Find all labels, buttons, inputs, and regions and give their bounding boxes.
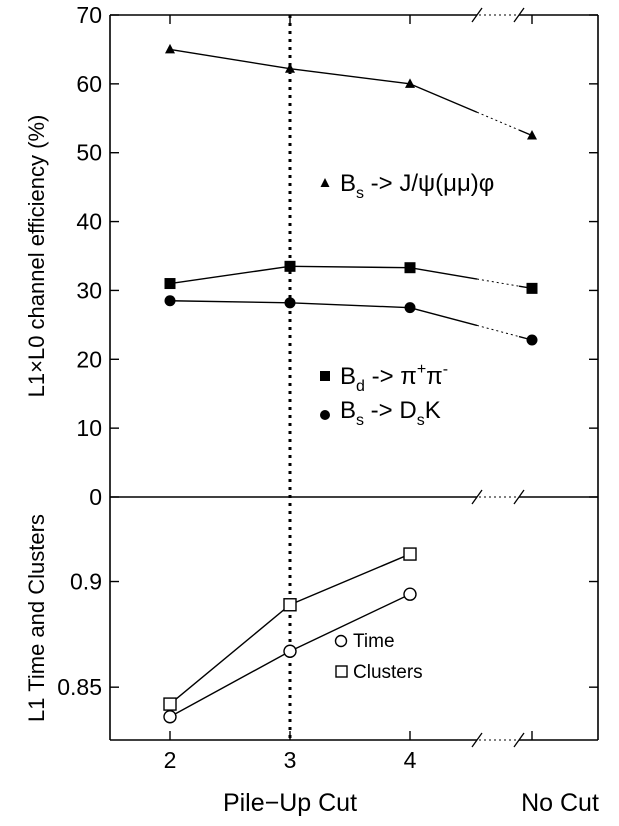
legend-open-circle-marker	[334, 634, 348, 648]
series-segment	[289, 265, 411, 269]
y-tick-label: 40	[76, 209, 102, 235]
open-square-marker	[403, 547, 417, 561]
open-square-marker	[163, 697, 177, 711]
series-break-segment	[476, 324, 520, 338]
legend-bd-pipi: Bd -> π+π-	[320, 361, 448, 395]
series-segment	[409, 267, 478, 280]
x-tick-label: 2	[164, 747, 177, 773]
series-break-segment	[476, 111, 520, 131]
legend-open-square-marker	[335, 665, 348, 678]
series-segment	[169, 300, 291, 304]
filled-circle-marker	[526, 334, 538, 346]
series-break-segment	[476, 278, 520, 287]
y-tick-label: 20	[76, 346, 102, 372]
legend-clusters: Clusters	[335, 662, 423, 683]
legend-bs-dsk-label: Bs -> DsK	[340, 397, 441, 429]
legend-time: Time	[334, 631, 395, 652]
open-circle-marker	[283, 644, 297, 658]
bottom-series-layer	[163, 547, 417, 724]
bottom-y-axis: 0.85 0.9	[57, 569, 598, 700]
x-tick-label: 3	[284, 747, 297, 773]
y-tick-label: 10	[76, 415, 102, 441]
open-square-marker	[283, 598, 297, 612]
y-tick-label: 0	[89, 484, 102, 510]
filled-circle-marker	[284, 297, 296, 309]
bottom-panel-frame	[109, 496, 599, 741]
triangle-marker	[165, 43, 175, 54]
open-circle-marker	[163, 710, 177, 724]
y-tick-label: 50	[76, 140, 102, 166]
legend-bd-pipi-label: Bd -> π+π-	[340, 361, 448, 395]
filled-square-marker	[284, 260, 296, 272]
triangle-marker	[405, 78, 415, 88]
legend-bs-jpsi: Bs -> J/ψ(μμ)φ	[320, 170, 494, 202]
triangle-marker	[285, 63, 295, 73]
legend-filled-circle-marker	[320, 410, 330, 420]
series-segment	[409, 306, 478, 327]
x-axis-label: Pile−Up Cut	[223, 789, 357, 817]
y-tick-label: 0.9	[70, 569, 102, 595]
series-segment	[169, 48, 291, 70]
series-segment	[169, 265, 291, 285]
x-axis: 2 3 4	[164, 15, 533, 773]
filled-square-marker	[404, 262, 416, 274]
legend-bs-jpsi-label: Bs -> J/ψ(μμ)φ	[340, 170, 494, 202]
y-tick-label: 0.85	[57, 674, 102, 700]
filled-square-marker	[526, 282, 538, 294]
filled-circle-marker	[404, 302, 416, 314]
top-panel-frame	[109, 14, 599, 497]
legend-time-label: Time	[353, 631, 395, 652]
bottom-y-axis-label: L1 Time and Clusters	[24, 514, 49, 722]
series-segment	[289, 302, 411, 309]
top-series-layer	[164, 43, 538, 346]
axis-break-dots	[479, 14, 517, 741]
open-circle-marker	[403, 587, 417, 601]
y-tick-label: 70	[76, 2, 102, 28]
series-segment	[409, 83, 478, 113]
axis-break-marks	[471, 7, 525, 748]
x-axis-extra-label: No Cut	[521, 789, 599, 817]
filled-circle-marker	[164, 295, 176, 307]
legend-filled-square-marker	[320, 371, 330, 381]
legend-clusters-label: Clusters	[353, 662, 423, 683]
legend-bs-dsk: Bs -> DsK	[320, 397, 441, 429]
y-tick-label: 30	[76, 277, 102, 303]
x-tick-label: 4	[404, 747, 417, 773]
series-segment	[289, 68, 411, 85]
top-y-axis: 0 10 20 30 40 50 60 70	[76, 2, 598, 510]
y-tick-label: 60	[76, 71, 102, 97]
filled-square-marker	[164, 278, 176, 290]
top-y-axis-label: L1×L0 channel efficiency (%)	[24, 115, 49, 398]
legend-triangle-marker	[320, 178, 330, 187]
triangle-marker	[527, 130, 537, 140]
